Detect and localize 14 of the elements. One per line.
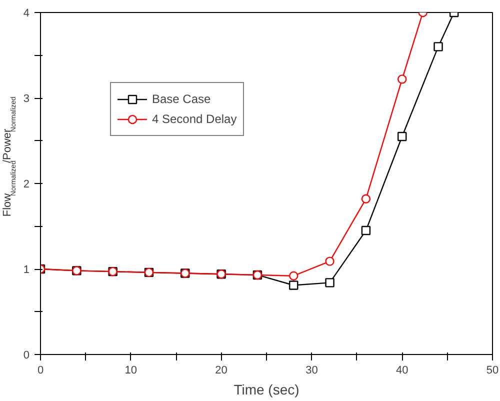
y-tick-label: 1: [23, 264, 30, 276]
y-tick-label: 3: [23, 93, 30, 105]
legend-label: Base Case: [152, 92, 211, 106]
x-axis-title: Time (sec): [234, 382, 300, 398]
x-tick-label: 0: [37, 364, 44, 376]
x-tick-label: 50: [486, 364, 499, 376]
x-tick-label: 40: [396, 364, 408, 376]
y-tick-label: 4: [23, 8, 30, 20]
y-tick-label: 2: [23, 178, 30, 190]
x-tick-label: 20: [215, 364, 228, 376]
legend-label: 4 Second Delay: [152, 112, 237, 126]
y-tick-label: 0: [23, 350, 30, 362]
x-tick-label: 30: [306, 364, 318, 376]
x-tick-label: 10: [124, 364, 138, 376]
